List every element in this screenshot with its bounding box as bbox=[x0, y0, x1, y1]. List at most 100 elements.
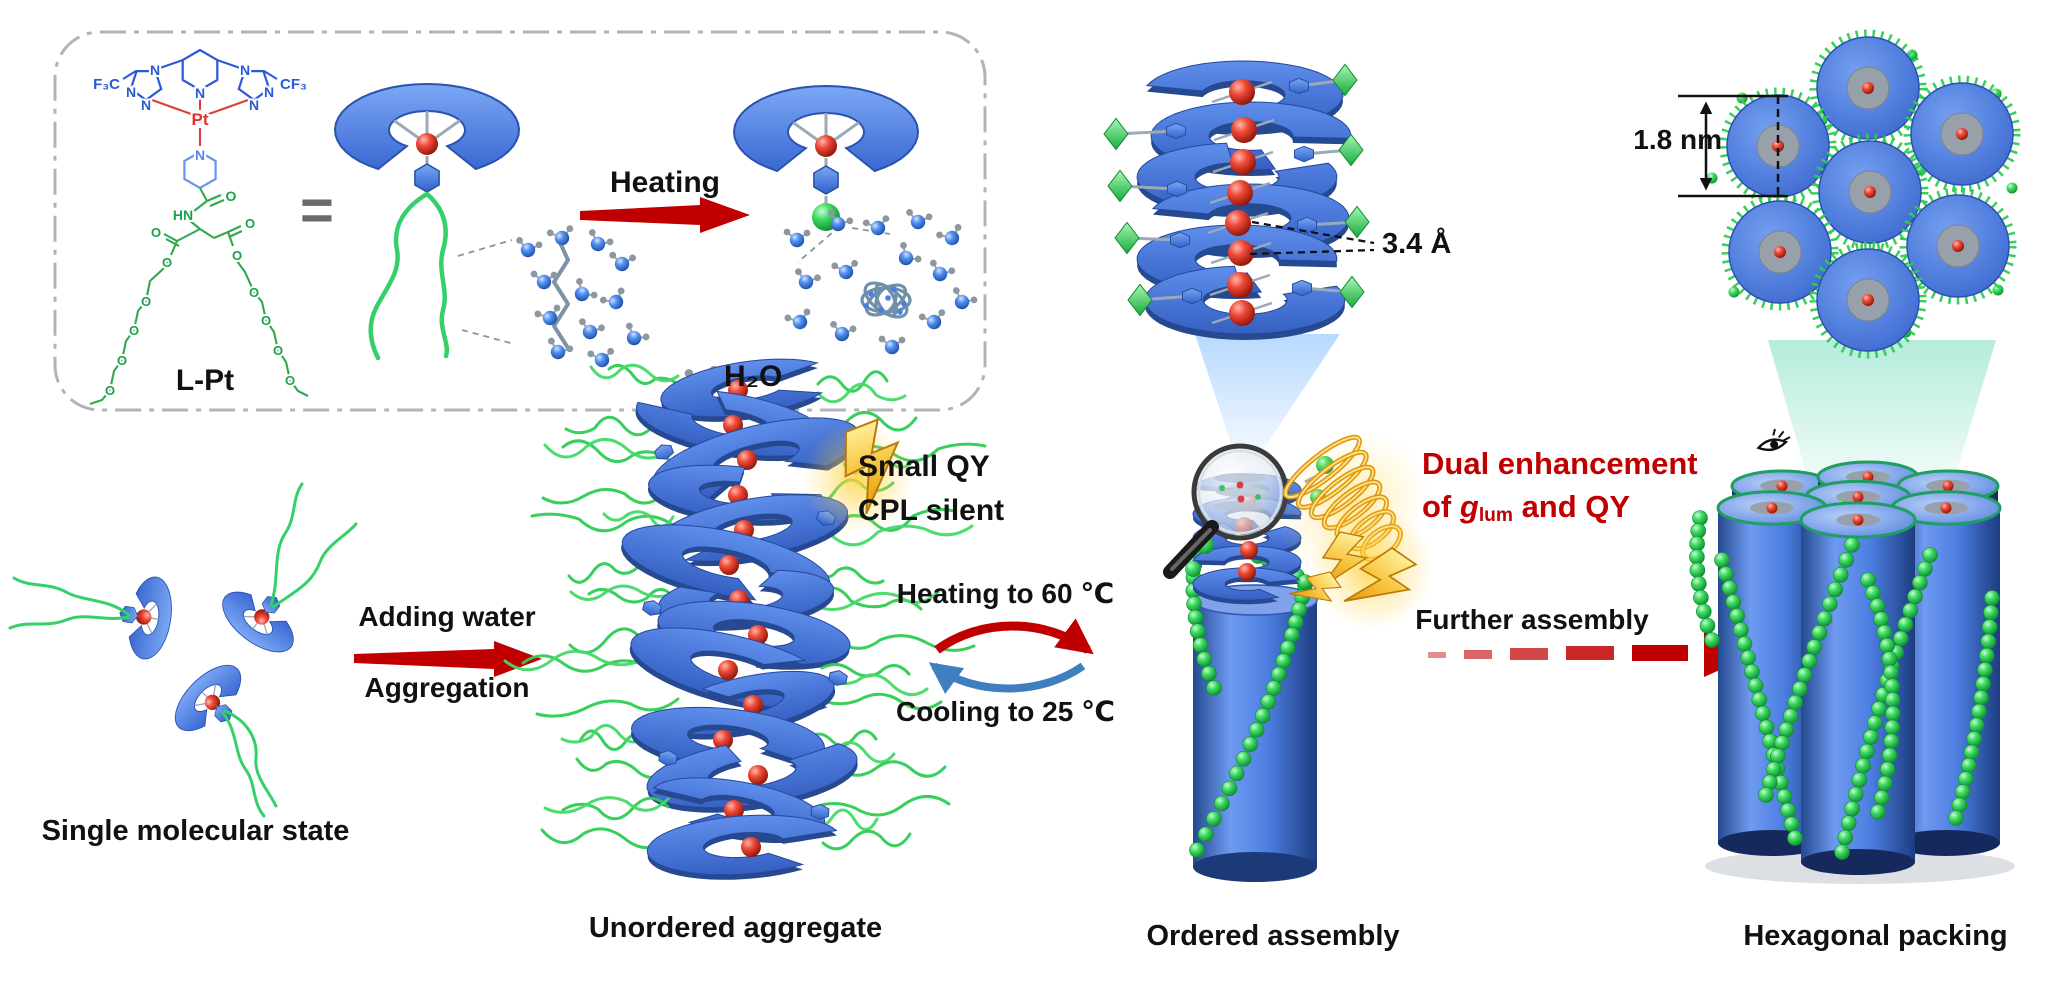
peg-corona bbox=[1811, 133, 1929, 251]
hexagon-linker bbox=[828, 670, 848, 686]
h-atom bbox=[530, 270, 538, 278]
dash-segment bbox=[1510, 648, 1548, 660]
lens-green-dot bbox=[1219, 485, 1225, 491]
green-bead bbox=[1776, 788, 1793, 805]
green-bead bbox=[1284, 627, 1300, 643]
pt-sphere bbox=[1227, 272, 1253, 298]
green-bead bbox=[1832, 566, 1849, 583]
bond bbox=[170, 240, 178, 256]
atom-label-n: N bbox=[126, 84, 136, 100]
green-bead bbox=[1883, 664, 1899, 681]
green-bead bbox=[1275, 653, 1292, 669]
heating-arrow bbox=[580, 197, 750, 233]
peg-strand bbox=[540, 827, 667, 850]
atom-label-o: O bbox=[141, 294, 151, 309]
green-bead bbox=[1206, 810, 1222, 827]
water-molecule bbox=[784, 308, 811, 330]
eye-lash bbox=[1783, 436, 1791, 442]
h-atom bbox=[948, 267, 956, 275]
lens-red-dot bbox=[1236, 481, 1244, 489]
water-molecule bbox=[574, 278, 598, 302]
green-bead bbox=[1992, 284, 2004, 296]
fan-disc bbox=[222, 591, 294, 653]
peg-strand bbox=[543, 438, 670, 460]
pt-sphere bbox=[416, 133, 438, 155]
h-atom bbox=[830, 320, 837, 328]
water-molecule bbox=[936, 224, 962, 246]
green-bead bbox=[1883, 733, 1900, 750]
green-bead bbox=[1871, 700, 1887, 717]
hexagon-linker bbox=[810, 803, 830, 821]
green-bead bbox=[1766, 761, 1782, 778]
h-atom bbox=[784, 314, 792, 322]
green-bead bbox=[1884, 678, 1900, 695]
h-atom bbox=[918, 313, 926, 321]
pt-sphere bbox=[254, 609, 270, 625]
green-bead bbox=[2006, 182, 2018, 194]
peg-strand bbox=[587, 588, 678, 604]
green-bead bbox=[1792, 680, 1808, 697]
caption-ordered-assembly: Ordered assembly bbox=[1146, 920, 1400, 952]
peg-corona bbox=[1721, 193, 1839, 311]
h-atom bbox=[546, 229, 554, 237]
peg-strand bbox=[829, 524, 974, 547]
atom-label-o: O bbox=[273, 343, 283, 358]
green-bead bbox=[1747, 677, 1764, 694]
green-bead bbox=[1699, 617, 1716, 634]
atom-label-pt: Pt bbox=[192, 110, 209, 129]
atom-label-n: N bbox=[195, 85, 205, 101]
pt-sphere bbox=[724, 800, 744, 820]
green-diamond bbox=[1114, 221, 1140, 255]
lens-disc bbox=[1214, 473, 1266, 483]
peg-strand bbox=[269, 482, 304, 607]
green-bead bbox=[1966, 730, 1982, 747]
coil-loop bbox=[863, 281, 909, 319]
green-bead bbox=[1844, 800, 1860, 817]
h-atom bbox=[598, 324, 605, 332]
pt-sphere bbox=[719, 555, 739, 575]
o-atom bbox=[838, 264, 854, 280]
h-atom bbox=[882, 215, 890, 223]
o-atom bbox=[542, 310, 558, 326]
peg-strand bbox=[567, 562, 640, 584]
eye-icon bbox=[1756, 428, 1791, 452]
green-bead bbox=[1270, 666, 1287, 683]
o-atom bbox=[789, 232, 805, 248]
atom-label-o: O bbox=[151, 225, 161, 240]
dash-segment bbox=[1428, 652, 1446, 658]
hexagon-linker bbox=[1167, 180, 1187, 198]
green-bead bbox=[1877, 775, 1893, 792]
peg-strand bbox=[838, 760, 947, 778]
peg-strand bbox=[575, 757, 666, 780]
atom-label-o: O bbox=[129, 323, 139, 338]
h-atom bbox=[642, 333, 650, 341]
green-bead bbox=[1963, 744, 1980, 761]
pt-sphere bbox=[741, 837, 761, 857]
hexagon-linker bbox=[1292, 279, 1312, 297]
green-diamond bbox=[1339, 275, 1365, 309]
water-molecule bbox=[929, 259, 956, 282]
green-bead bbox=[1879, 761, 1896, 778]
h-atom bbox=[534, 310, 542, 318]
h-atom bbox=[587, 350, 595, 358]
green-bead bbox=[1984, 590, 2000, 606]
peg-strand bbox=[223, 709, 278, 808]
pyridine-hexagon bbox=[414, 163, 440, 193]
peg-strand bbox=[543, 796, 670, 814]
green-bead bbox=[1971, 703, 1987, 720]
green-bead bbox=[1280, 640, 1296, 656]
dash-segment bbox=[1464, 650, 1492, 659]
hexagon-linker bbox=[1166, 122, 1186, 140]
pt-dot bbox=[1864, 186, 1876, 198]
green-bead bbox=[1192, 637, 1209, 653]
pt-dot bbox=[1852, 514, 1864, 526]
handle-highlight bbox=[1170, 528, 1212, 571]
pt-dot bbox=[1956, 128, 1968, 140]
green-bead bbox=[1834, 844, 1850, 860]
fan-disc bbox=[128, 576, 172, 660]
water-molecule bbox=[830, 320, 857, 342]
green-bead bbox=[1980, 633, 1997, 650]
green-bead bbox=[1787, 694, 1803, 711]
